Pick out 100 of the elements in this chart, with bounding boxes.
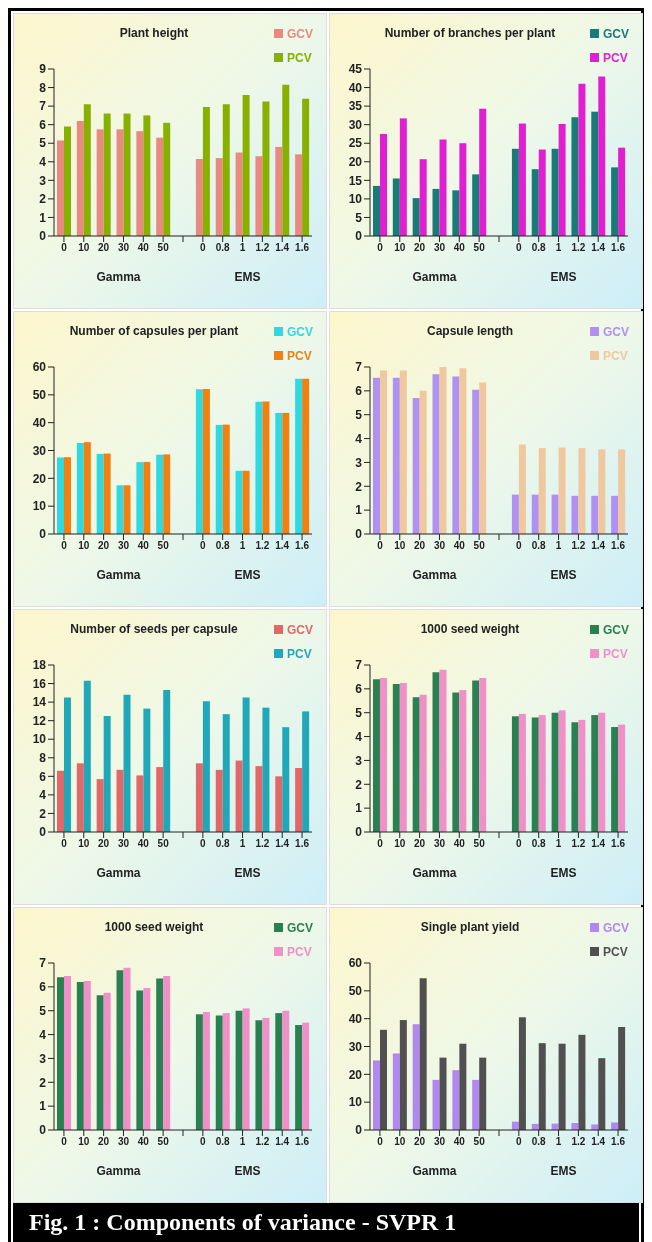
x-tick-label: 1 <box>239 838 246 850</box>
bar <box>611 727 619 832</box>
bar <box>392 684 400 832</box>
x-tick-label: 0.8 <box>531 838 547 850</box>
bar <box>472 1079 480 1130</box>
y-tick-label: 2 <box>39 1075 47 1090</box>
bar <box>282 412 290 534</box>
bar <box>262 401 270 534</box>
bar <box>163 976 171 1130</box>
bar <box>618 724 626 832</box>
bar <box>472 680 480 832</box>
bar <box>578 83 586 236</box>
bar <box>255 401 263 534</box>
bar <box>56 977 64 1130</box>
bar <box>136 462 144 534</box>
text: EMS <box>549 568 578 582</box>
x-tick-label: 1.6 <box>295 838 310 850</box>
bar <box>538 149 546 236</box>
bar <box>479 1057 487 1130</box>
bar <box>571 495 579 534</box>
bar <box>63 126 71 236</box>
bar <box>103 992 111 1130</box>
y-tick-label: 1 <box>355 503 363 518</box>
y-tick-label: 16 <box>32 676 47 691</box>
legend-label: PCV <box>287 945 312 959</box>
bar <box>222 714 230 832</box>
y-tick-label: 8 <box>39 751 47 766</box>
bar <box>222 1013 230 1130</box>
x-tick-label: 0.8 <box>531 540 547 552</box>
bar <box>242 94 250 236</box>
x-tick-label: 1.4 <box>591 1136 606 1148</box>
x-tick-label: 0 <box>200 540 207 552</box>
bar <box>372 185 380 236</box>
bar <box>116 129 124 236</box>
x-tick-label: 40 <box>453 242 466 254</box>
chart-title: 1000 seed weight <box>103 920 205 934</box>
bar <box>116 970 124 1130</box>
y-tick-label: 30 <box>348 1039 363 1054</box>
x-tick-label: 10 <box>394 838 406 850</box>
bar <box>598 76 606 236</box>
legend-label: PCV <box>287 647 312 661</box>
bar <box>123 694 131 832</box>
bar <box>538 1043 546 1130</box>
bar <box>598 449 606 534</box>
x-tick-label: 1.6 <box>611 242 626 254</box>
y-tick-label: 4 <box>355 431 363 446</box>
bar <box>598 1058 606 1130</box>
text: EMS <box>233 866 262 880</box>
bar <box>432 672 440 832</box>
bar <box>103 453 111 534</box>
bar <box>242 1008 250 1130</box>
bar <box>156 454 164 534</box>
bar <box>242 697 250 832</box>
x-tick-label: 1.6 <box>295 540 310 552</box>
bar <box>302 378 310 534</box>
bar <box>611 495 619 534</box>
x-tick-label: 1.2 <box>255 540 270 552</box>
y-tick-label: 0 <box>355 825 363 840</box>
bar <box>618 1027 626 1130</box>
legend-label: GCV <box>287 325 314 339</box>
bar <box>452 376 460 534</box>
bar <box>255 766 263 832</box>
x-tick-label: 1.2 <box>571 838 586 850</box>
y-tick-label: 6 <box>355 682 363 697</box>
bar <box>163 122 171 236</box>
y-tick-label: 6 <box>39 980 47 995</box>
text: EMS <box>233 568 262 582</box>
legend-label: PCV <box>287 349 312 363</box>
x-tick-label: 30 <box>433 838 446 850</box>
bar <box>96 129 104 236</box>
x-tick-label: 50 <box>473 540 486 552</box>
bar <box>558 447 566 534</box>
x-tick-label: 10 <box>78 1136 90 1148</box>
bar <box>76 763 84 832</box>
y-tick-label: 12 <box>32 713 47 728</box>
y-tick-label: 60 <box>32 360 47 375</box>
y-tick-label: 4 <box>39 155 47 170</box>
bar <box>123 485 131 534</box>
bar <box>116 769 124 832</box>
x-tick-label: 1.2 <box>255 1136 270 1148</box>
bar <box>195 158 203 236</box>
bar <box>459 690 467 832</box>
x-tick-label: 30 <box>433 540 446 552</box>
bar <box>379 370 387 534</box>
bar <box>295 378 303 534</box>
bar <box>419 694 427 832</box>
x-tick-label: 50 <box>473 1136 486 1148</box>
y-tick-label: 1 <box>39 1099 47 1114</box>
bar <box>83 442 91 534</box>
y-tick-label: 0 <box>39 229 47 244</box>
bar <box>116 485 124 534</box>
x-tick-label: 1 <box>555 1136 562 1148</box>
legend-label: PCV <box>603 51 628 65</box>
y-tick-label: 1 <box>355 801 363 816</box>
bar <box>76 120 84 236</box>
bar <box>379 1029 387 1130</box>
y-tick-label: 7 <box>355 658 363 673</box>
bar <box>275 412 283 534</box>
x-tick-label: 1 <box>239 242 246 254</box>
bar <box>518 1017 526 1130</box>
